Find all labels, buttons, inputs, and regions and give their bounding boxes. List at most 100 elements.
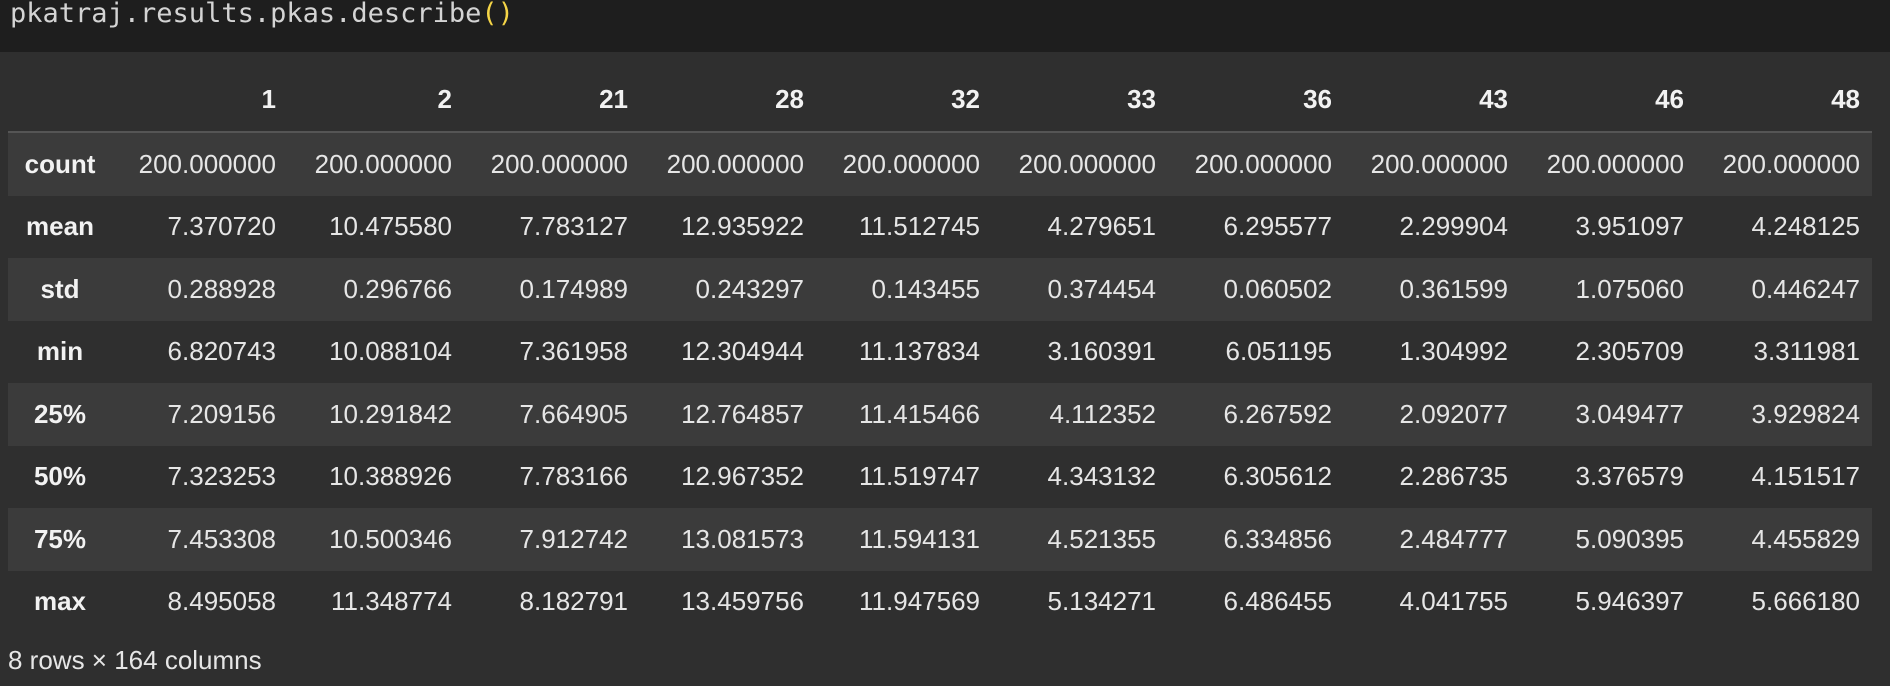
- cell-value: 4.151517: [1751, 461, 1860, 492]
- cell-value: 3.929824: [1751, 398, 1860, 429]
- cell-value: 10.475580: [329, 211, 452, 242]
- table-cell: 7.209156: [112, 383, 288, 446]
- column-header-label: 46: [1655, 84, 1684, 114]
- cell-value: 11.594131: [859, 523, 980, 554]
- cell-value: 12.304944: [681, 336, 804, 367]
- cell-value: 4.343132: [1047, 461, 1156, 492]
- table-cell: 200.000000: [464, 132, 640, 196]
- table-cell: 10.291842: [288, 383, 464, 446]
- cell-value: 3.951097: [1575, 211, 1684, 242]
- dataframe-table: 1 2 21 28 32 33 36 43 46 48 count 200.000000 200.00…: [8, 68, 1872, 633]
- cell-value: 6.334856: [1223, 523, 1332, 554]
- cell-value: 200.000000: [1018, 148, 1156, 179]
- table-cell: 2.092077: [1344, 383, 1520, 446]
- table-cell: 8.495058: [112, 571, 288, 634]
- cell-value: 11.348774: [331, 586, 452, 617]
- column-header: 36: [1168, 68, 1344, 133]
- table-cell: 200.000000: [112, 132, 288, 196]
- table-cell: 3.929824: [1696, 383, 1872, 446]
- table-cell: 11.348774: [288, 571, 464, 634]
- table-cell: 7.453308: [112, 508, 288, 571]
- row-label: max: [33, 586, 87, 617]
- row-label: count: [24, 148, 96, 179]
- table-cell: 7.783166: [464, 446, 640, 509]
- column-header: 33: [992, 68, 1168, 133]
- table-row: 50% 7.323253 10.388926 7.783166 12.967352 11.…: [8, 445, 1872, 509]
- cell-value: 7.323253: [167, 461, 276, 492]
- table-cell: 11.415466: [816, 383, 992, 446]
- cell-value: 6.267592: [1223, 398, 1332, 429]
- table-cell: 12.304944: [640, 321, 816, 384]
- table-cell: 13.459756: [640, 571, 816, 634]
- cell-value: 12.935922: [681, 211, 804, 242]
- table-cell: 7.912742: [464, 508, 640, 571]
- code-line[interactable]: pkatraj.results.pkas.describe(): [10, 0, 514, 34]
- table-cell: 2.286735: [1344, 446, 1520, 509]
- cell-value: 0.296766: [343, 273, 452, 304]
- header-row: 1 2 21 28 32 33 36 43 46 48: [8, 68, 1872, 133]
- cell-value: 200.000000: [1722, 148, 1860, 179]
- table-cell: 10.475580: [288, 196, 464, 259]
- cell-value: 0.143455: [871, 273, 980, 304]
- table-cell: 5.090395: [1520, 508, 1696, 571]
- table-cell: 7.361958: [464, 321, 640, 384]
- cell-value: 5.666180: [1751, 586, 1860, 617]
- row-label: 75%: [33, 523, 87, 554]
- cell-value: 7.912742: [519, 523, 628, 554]
- cell-value: 4.248125: [1751, 211, 1860, 242]
- cell-value: 4.041755: [1399, 586, 1508, 617]
- table-cell: 3.049477: [1520, 383, 1696, 446]
- column-header: 46: [1520, 68, 1696, 133]
- table-cell: 6.305612: [1168, 446, 1344, 509]
- table-cell: 0.243297: [640, 258, 816, 321]
- dataframe-shape-note: 8 rows × 164 columns: [8, 645, 262, 675]
- column-header-label: 48: [1831, 84, 1860, 114]
- row-label: min: [36, 336, 84, 367]
- cell-value: 7.209156: [167, 398, 276, 429]
- cell-value: 0.361599: [1399, 273, 1508, 304]
- table-cell: 6.295577: [1168, 196, 1344, 259]
- cell-value: 200.000000: [138, 148, 276, 179]
- table-row: 25% 7.209156 10.291842 7.664905 12.764857 11.…: [8, 383, 1872, 446]
- table-cell: 3.311981: [1696, 321, 1872, 384]
- table-cell: 11.947569: [816, 571, 992, 634]
- column-header-label: 32: [951, 84, 980, 114]
- table-cell: 13.081573: [640, 508, 816, 571]
- cell-value: 6.051195: [1225, 336, 1332, 367]
- cell-value: 10.291842: [329, 398, 452, 429]
- table-header: 1 2 21 28 32 33 36 43 46 48: [8, 68, 1872, 133]
- cell-value: 10.500346: [329, 523, 452, 554]
- table-cell: 200.000000: [640, 132, 816, 196]
- table-cell: 1.075060: [1520, 258, 1696, 321]
- table-cell: 3.376579: [1520, 446, 1696, 509]
- cell-value: 1.304992: [1399, 336, 1508, 367]
- cell-value: 0.288928: [167, 273, 276, 304]
- cell-value: 2.484777: [1399, 523, 1508, 554]
- cell-value: 3.160391: [1047, 336, 1156, 367]
- cell-value: 2.305709: [1575, 336, 1684, 367]
- table-cell: 0.288928: [112, 258, 288, 321]
- table-cell: 8.182791: [464, 571, 640, 634]
- table-cell: 200.000000: [1168, 132, 1344, 196]
- column-header: 48: [1696, 68, 1872, 133]
- column-header: 1: [112, 68, 288, 133]
- table-row: 75% 7.453308 10.500346 7.912742 13.081573 11.…: [8, 508, 1872, 571]
- column-header-label: 36: [1303, 84, 1332, 114]
- cell-value: 0.174989: [519, 273, 628, 304]
- column-header-label: 1: [261, 84, 276, 114]
- table-cell: 6.267592: [1168, 383, 1344, 446]
- cell-value: 11.137834: [859, 336, 980, 367]
- table-cell: 4.041755: [1344, 571, 1520, 634]
- cell-value: 7.370720: [167, 211, 276, 242]
- code-cell[interactable]: pkatraj.results.pkas.describe(): [0, 0, 1890, 52]
- cell-value: 0.446247: [1751, 273, 1860, 304]
- cell-value: 200.000000: [1546, 148, 1684, 179]
- cell-value: 10.388926: [329, 461, 452, 492]
- cell-value: 4.521355: [1047, 523, 1156, 554]
- cell-value: 7.361958: [519, 336, 628, 367]
- column-header: 28: [640, 68, 816, 133]
- cell-value: 2.299904: [1399, 211, 1508, 242]
- table-cell: 5.134271: [992, 571, 1168, 634]
- table-cell: 0.174989: [464, 258, 640, 321]
- table-cell: 4.112352: [992, 383, 1168, 446]
